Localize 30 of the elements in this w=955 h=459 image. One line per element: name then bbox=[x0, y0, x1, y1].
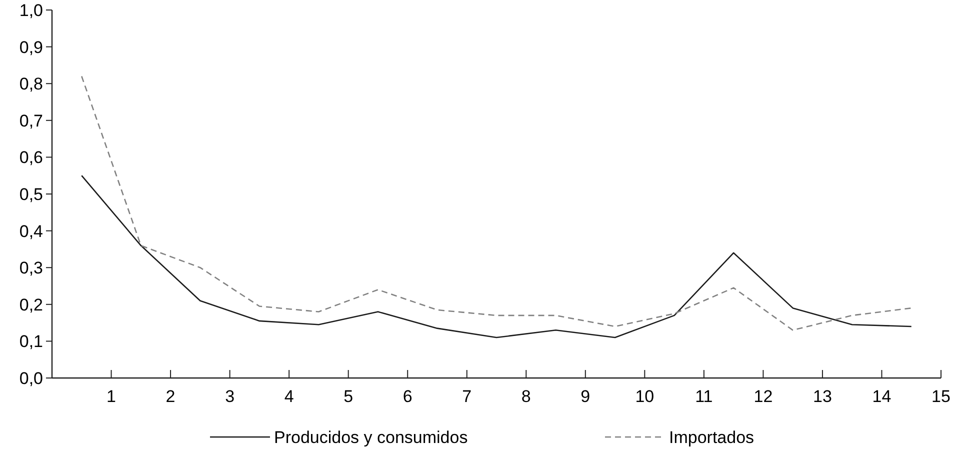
x-tick-label: 1 bbox=[106, 387, 116, 406]
x-tick-label: 5 bbox=[344, 387, 354, 406]
y-tick-label: 0,9 bbox=[19, 38, 43, 57]
y-tick-label: 0,7 bbox=[19, 111, 43, 130]
x-tick-label: 12 bbox=[754, 387, 773, 406]
y-tick-label: 0,1 bbox=[19, 332, 43, 352]
y-tick-label: 1,0 bbox=[19, 0, 43, 20]
legend-label: Importados bbox=[669, 428, 754, 447]
x-tick-label: 13 bbox=[813, 387, 832, 406]
x-tick-label: 14 bbox=[872, 387, 892, 406]
line-series bbox=[80, 174, 912, 338]
x-tick-label: 8 bbox=[521, 387, 531, 406]
x-tick-label: 2 bbox=[166, 387, 176, 406]
y-tick-label: 0,2 bbox=[19, 295, 43, 314]
y-tick-label: 0,4 bbox=[19, 222, 43, 241]
x-tick-label: 7 bbox=[462, 387, 472, 406]
x-tick-label: 4 bbox=[284, 387, 294, 406]
y-tick-label: 0,6 bbox=[19, 148, 43, 168]
y-tick-label: 0,3 bbox=[19, 258, 43, 278]
x-tick-label: 15 bbox=[932, 387, 950, 406]
y-tick-label: 0,5 bbox=[19, 184, 43, 204]
x-tick-label: 10 bbox=[635, 387, 654, 406]
legend-label: Producidos y consumidos bbox=[274, 428, 468, 447]
x-tick-label: 6 bbox=[402, 387, 412, 406]
line-series bbox=[80, 76, 912, 331]
x-tick-label: 11 bbox=[695, 387, 713, 406]
y-tick-label: 0,8 bbox=[19, 74, 43, 94]
x-tick-label: 3 bbox=[225, 387, 235, 406]
y-tick-label: 0,0 bbox=[19, 368, 43, 388]
x-tick-label: 9 bbox=[580, 387, 590, 406]
